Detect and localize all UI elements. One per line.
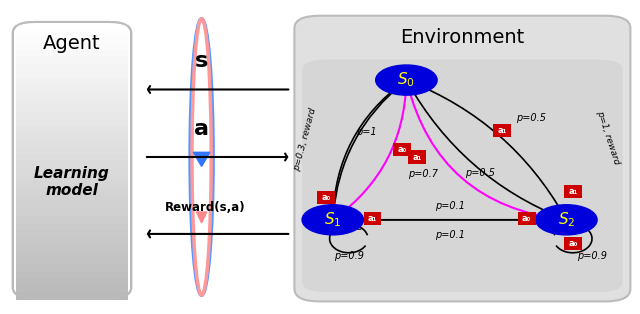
Bar <box>408 150 426 164</box>
Bar <box>16 264 128 272</box>
Text: p=1, reward: p=1, reward <box>595 109 621 165</box>
Text: $\it{S_2}$: $\it{S_2}$ <box>557 210 575 229</box>
Bar <box>16 209 128 217</box>
Text: a₀: a₀ <box>522 214 531 223</box>
Text: s: s <box>195 51 208 71</box>
Text: Reward(s,a): Reward(s,a) <box>164 201 245 214</box>
Text: p=0.3, reward: p=0.3, reward <box>292 106 318 172</box>
Bar <box>16 36 128 44</box>
Bar <box>16 251 128 258</box>
Bar <box>16 175 128 182</box>
Bar <box>16 292 128 300</box>
Text: Agent: Agent <box>43 35 101 53</box>
Bar <box>16 140 128 148</box>
Bar <box>16 112 128 120</box>
Text: a: a <box>194 119 209 139</box>
Polygon shape <box>196 212 207 223</box>
Polygon shape <box>193 152 210 166</box>
Bar <box>16 133 128 141</box>
Text: $\it{S_1}$: $\it{S_1}$ <box>324 210 342 229</box>
FancyBboxPatch shape <box>294 16 630 301</box>
Bar <box>16 216 128 224</box>
Text: p=1: p=1 <box>356 127 377 138</box>
Text: p=0.5: p=0.5 <box>465 168 495 178</box>
Text: $\it{S_0}$: $\it{S_0}$ <box>397 71 415 89</box>
Bar <box>16 237 128 245</box>
Text: a₁: a₁ <box>412 153 422 161</box>
Text: a₁: a₁ <box>498 126 507 135</box>
Bar <box>16 244 128 252</box>
Bar <box>16 188 128 196</box>
Text: p=0.7: p=0.7 <box>408 169 438 179</box>
Text: a₀: a₀ <box>397 145 406 154</box>
Bar <box>16 181 128 189</box>
Bar <box>16 202 128 210</box>
Bar <box>16 257 128 265</box>
Bar <box>317 191 335 204</box>
Bar <box>16 126 128 134</box>
Text: a₁: a₁ <box>568 187 577 196</box>
Text: p=0.9: p=0.9 <box>334 251 364 261</box>
Text: a₀: a₀ <box>322 193 331 202</box>
Text: a₀: a₀ <box>568 239 577 248</box>
Bar <box>16 285 128 293</box>
Bar <box>16 147 128 155</box>
Text: p=0.1: p=0.1 <box>435 230 465 241</box>
Bar <box>16 223 128 231</box>
Bar <box>16 99 128 106</box>
Circle shape <box>536 205 597 235</box>
Bar <box>364 212 381 225</box>
Bar <box>393 143 411 156</box>
Circle shape <box>302 205 364 235</box>
Text: p=0.1: p=0.1 <box>435 201 465 211</box>
Bar <box>16 106 128 113</box>
Bar <box>16 23 128 30</box>
Bar <box>564 185 582 198</box>
Text: p=0.9: p=0.9 <box>577 251 607 261</box>
Bar <box>493 124 511 137</box>
Bar <box>16 92 128 100</box>
Bar <box>16 78 128 86</box>
Text: Environment: Environment <box>400 28 525 47</box>
Bar <box>16 64 128 72</box>
Bar <box>16 230 128 238</box>
Bar <box>16 30 128 37</box>
FancyBboxPatch shape <box>13 22 131 298</box>
FancyBboxPatch shape <box>302 60 623 292</box>
Bar <box>16 71 128 79</box>
Text: Learning
model: Learning model <box>34 166 110 198</box>
Bar <box>16 278 128 286</box>
Bar <box>16 168 128 176</box>
Circle shape <box>376 65 437 95</box>
Bar <box>16 43 128 51</box>
Bar <box>16 119 128 127</box>
Bar <box>16 154 128 162</box>
Bar <box>16 195 128 203</box>
Bar <box>16 161 128 169</box>
Bar <box>518 212 536 225</box>
Text: a₁: a₁ <box>368 214 377 223</box>
Bar <box>16 50 128 58</box>
Bar <box>16 57 128 65</box>
Bar <box>564 237 582 250</box>
Text: p=0.5: p=0.5 <box>516 113 546 123</box>
Bar <box>16 271 128 279</box>
Bar <box>16 85 128 93</box>
